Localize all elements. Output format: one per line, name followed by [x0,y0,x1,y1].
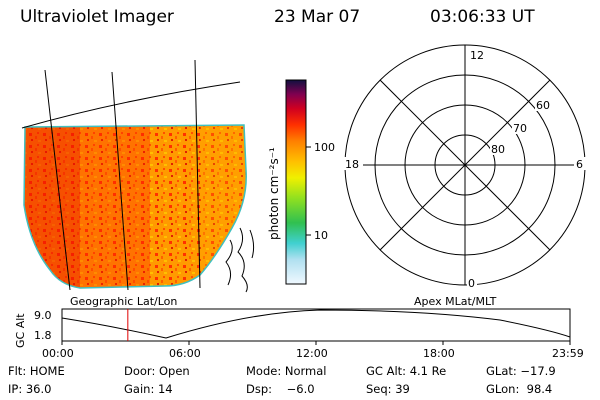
date-label: 23 Mar 07 [274,7,361,27]
status-glon: GLon: 98.4 [486,382,553,396]
colorbar-label-10: 10 [314,229,328,242]
status-door: Door: Open [124,364,190,378]
status-flt: Flt: HOME [8,364,65,378]
mlt-label-12: 12 [470,49,484,62]
status-seq: Seq: 39 [366,382,410,396]
colorbar-label-100: 100 [314,141,335,154]
time-label: 03:06:33 UT [430,7,535,27]
altitude-ytick-top: 9.0 [34,309,52,322]
mlat-label-60: 60 [536,99,550,112]
instrument-title: Ultraviolet Imager [20,7,174,27]
status-dsp: Dsp: −6.0 [246,382,315,396]
altitude-xtick-2: 12:00 [296,347,328,360]
altitude-plot-frame [61,308,571,342]
mlt-label-0: 0 [468,277,475,290]
altitude-curve [61,309,571,339]
altitude-xtick-4: 23:59 [552,347,584,360]
apex-projection-label: Apex MLat/MLT [414,295,497,308]
altitude-ylabel: GC Alt [14,313,27,348]
geo-projection-label: Geographic Lat/Lon [70,295,178,308]
mlt-label-6: 6 [576,158,583,171]
altitude-xtick-0: 00:00 [42,347,74,360]
altitude-ytick-bottom: 1.8 [34,329,52,342]
status-glat: GLat: −17.9 [486,364,556,378]
image-edge [23,124,247,289]
geo-grid [21,59,255,293]
status-ip: IP: 36.0 [8,382,52,396]
status-mode: Mode: Normal [246,364,327,378]
status-gc-alt: GC Alt: 4.1 Re [366,364,447,378]
mlat-label-70: 70 [513,122,527,135]
polar-grid [344,44,586,286]
colorbar-unit-label: photon cm⁻²s⁻¹ [267,147,281,240]
colorbar [285,79,307,285]
altitude-xtick-3: 18:00 [423,347,455,360]
altitude-xtick-1: 06:00 [169,347,201,360]
mlat-label-80: 80 [491,143,505,156]
status-gain: Gain: 14 [124,382,173,396]
mlt-label-18: 18 [345,158,359,171]
auroral-image [24,125,247,288]
